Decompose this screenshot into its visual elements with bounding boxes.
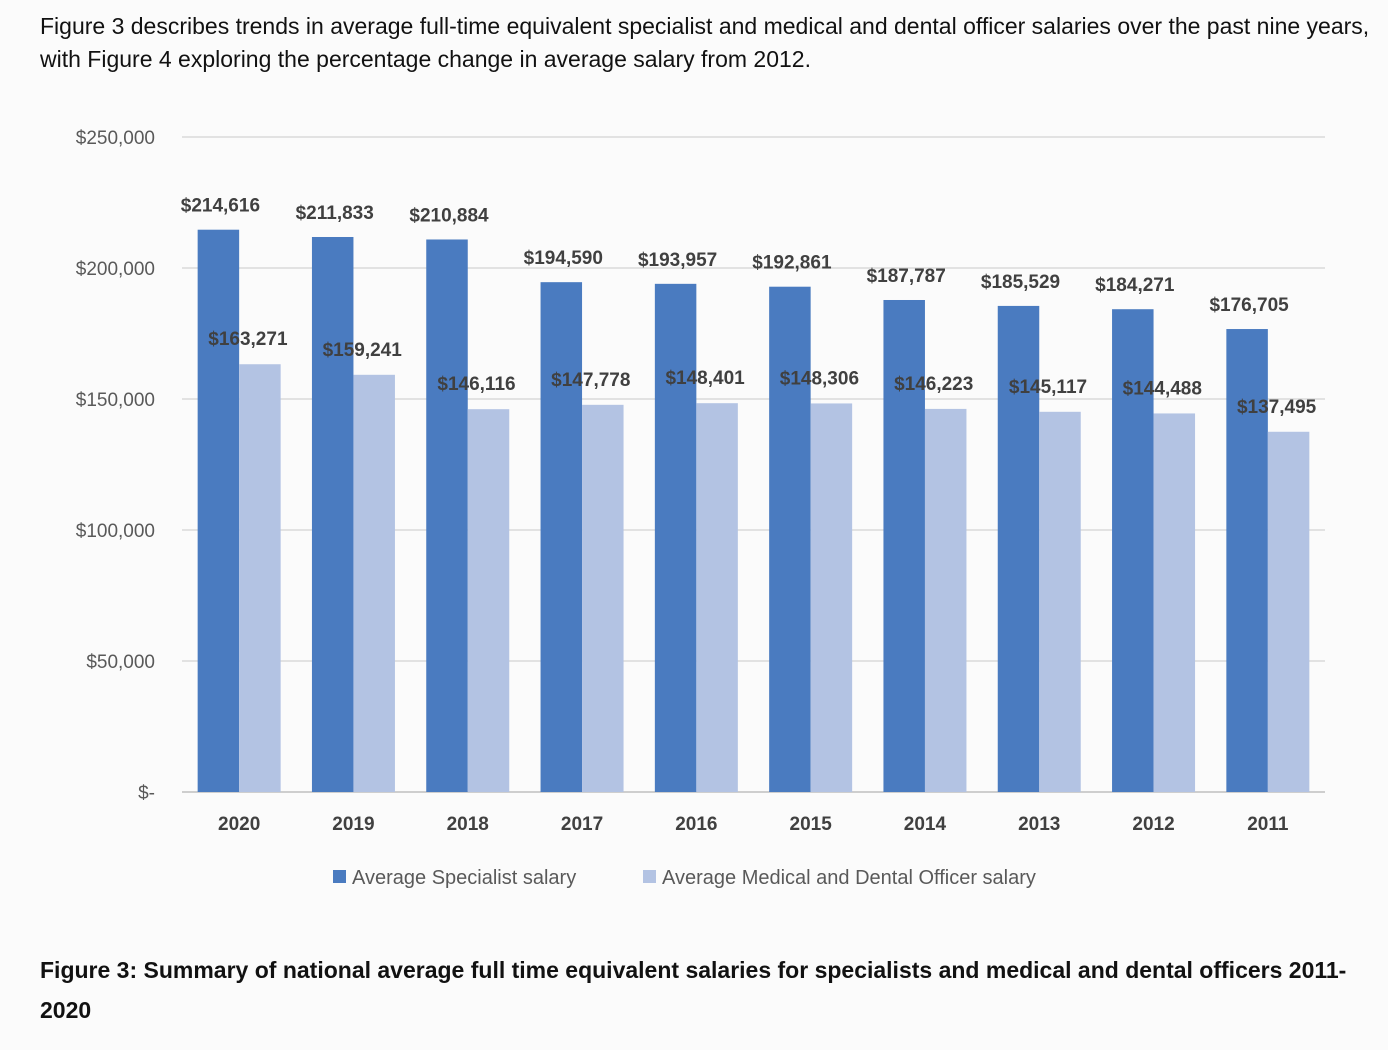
y-tick-label: $100,000 (76, 521, 155, 542)
data-label: $176,705 (1209, 295, 1289, 316)
bar-officer (353, 374, 395, 792)
legend-swatch (643, 870, 656, 883)
data-label: $185,529 (981, 272, 1060, 293)
bar-specialist (426, 239, 468, 793)
figure-caption: Figure 3: Summary of national average fu… (40, 957, 1347, 1023)
bar-officer (810, 403, 853, 792)
data-label: $163,271 (208, 329, 288, 350)
bar-officer (582, 404, 624, 792)
legend-label: Average Specialist salary (352, 867, 576, 889)
y-tick-label: $200,000 (76, 259, 155, 280)
x-tick-label: 2016 (675, 814, 717, 835)
data-label: $146,223 (894, 374, 973, 395)
x-tick-label: 2012 (1132, 814, 1174, 835)
bar-officer (1267, 431, 1310, 792)
x-tick-label: 2015 (790, 814, 833, 835)
bar-officer (1039, 411, 1081, 792)
data-label: $193,957 (638, 250, 717, 271)
x-tick-label: 2018 (447, 814, 489, 835)
bar-specialist (1112, 309, 1154, 792)
x-tick-label: 2011 (1247, 814, 1289, 835)
x-tick-label: 2017 (561, 814, 603, 835)
data-label: $210,884 (409, 205, 489, 226)
data-label: $214,616 (181, 196, 260, 217)
bar-specialist (1226, 329, 1268, 792)
intro-text: Figure 3 describes trends in average ful… (40, 13, 1370, 72)
x-tick-label: 2014 (904, 814, 947, 835)
bar-specialist (197, 229, 240, 793)
bar-specialist (883, 299, 925, 792)
data-label: $159,241 (323, 340, 403, 361)
bar-officer (696, 403, 738, 792)
y-tick-label: $150,000 (76, 390, 155, 411)
data-label: $145,117 (1009, 377, 1087, 398)
legend-swatch (333, 870, 346, 883)
x-tick-label: 2019 (332, 814, 374, 835)
data-label: $148,306 (780, 368, 859, 389)
data-label: $194,590 (524, 248, 603, 269)
y-tick-label: $- (138, 783, 155, 804)
bar-officer (239, 364, 281, 792)
data-label: $211,833 (296, 203, 374, 224)
data-label: $146,116 (437, 374, 515, 395)
bar-specialist (997, 305, 1040, 792)
data-label: $192,861 (752, 253, 832, 274)
bar-officer (467, 409, 510, 792)
bar-specialist (311, 236, 354, 792)
bar-officer (1153, 413, 1196, 792)
data-label: $148,401 (665, 368, 745, 389)
data-label: $184,271 (1095, 275, 1175, 296)
data-label: $187,787 (867, 266, 946, 287)
bar-specialist (769, 286, 811, 792)
bar-specialist (540, 282, 583, 792)
x-tick-label: 2013 (1018, 814, 1060, 835)
data-label: $144,488 (1123, 378, 1202, 399)
y-tick-label: $50,000 (86, 652, 155, 673)
legend-label: Average Medical and Dental Officer salar… (662, 867, 1036, 889)
data-label: $137,495 (1237, 397, 1317, 418)
y-tick-label: $250,000 (76, 128, 155, 149)
bar-officer (924, 408, 967, 792)
data-label: $147,778 (551, 370, 630, 391)
bar-specialist (654, 283, 697, 792)
x-tick-label: 2020 (218, 814, 260, 835)
